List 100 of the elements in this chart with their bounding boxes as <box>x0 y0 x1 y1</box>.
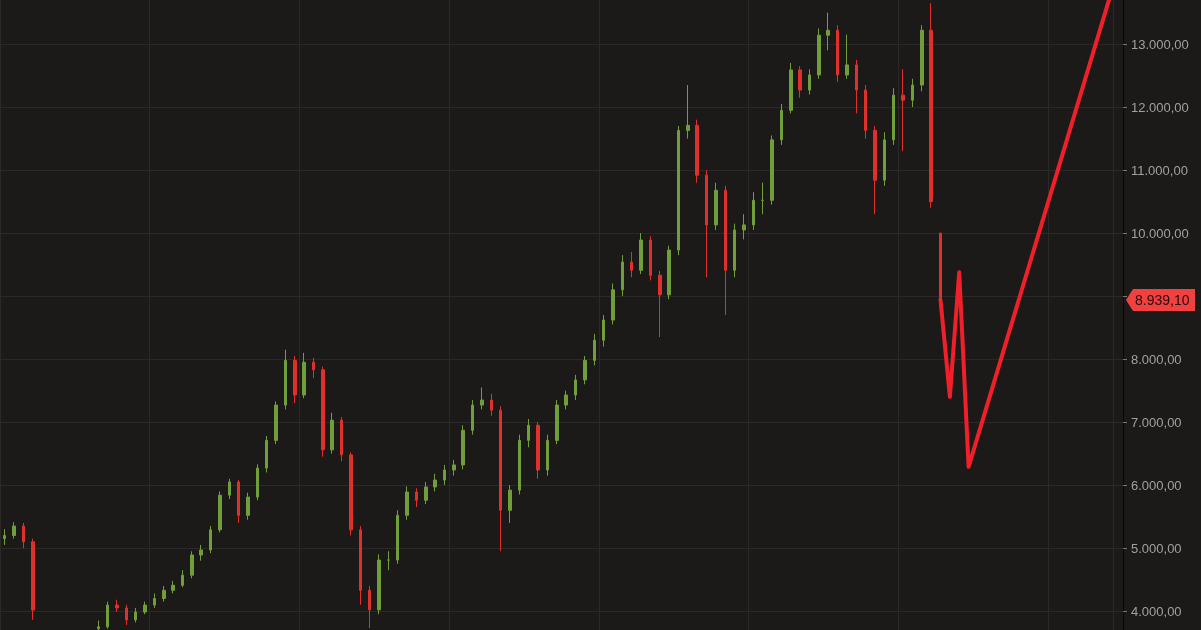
candlestick <box>480 386 484 410</box>
candlestick <box>209 525 212 554</box>
candlestick <box>433 473 437 492</box>
candlestick <box>864 84 867 140</box>
candlestick <box>677 125 680 256</box>
y-tick-label: 8.000,00 <box>1131 351 1182 367</box>
candlestick <box>228 478 231 500</box>
candlestick <box>798 65 802 99</box>
candlestick <box>770 134 774 206</box>
candlestick <box>705 169 708 278</box>
candlestick <box>274 400 278 445</box>
candlestick <box>583 355 587 385</box>
candlestick <box>143 601 147 615</box>
candlestick <box>939 232 942 301</box>
y-tick-label: 10.000,00 <box>1131 225 1189 241</box>
candlestick <box>508 484 512 524</box>
candlestick <box>817 27 821 80</box>
candlestick <box>125 604 128 626</box>
candlestick <box>443 464 446 486</box>
y-tick-label: 7.000,00 <box>1131 414 1182 430</box>
candlestick <box>667 245 671 300</box>
y-tick-label: 5.000,00 <box>1131 540 1182 556</box>
candlestick <box>396 509 399 565</box>
candlestick <box>836 24 839 83</box>
candlestick <box>97 620 100 630</box>
candlestick <box>555 399 559 445</box>
candlestick <box>237 479 240 524</box>
candlestick <box>293 355 297 404</box>
candlestick <box>789 62 793 114</box>
candlestick <box>761 182 764 215</box>
candlestick <box>873 125 877 215</box>
candlestick <box>199 544 203 562</box>
candlestick <box>12 521 16 540</box>
candlestick <box>892 87 895 146</box>
candlestick <box>452 459 456 477</box>
text: 8.939,10 <box>1135 291 1190 308</box>
candlestick <box>190 550 194 579</box>
candlestick <box>658 270 662 338</box>
candlestick <box>256 463 259 501</box>
candlestick <box>724 185 727 316</box>
candlestick <box>911 78 914 108</box>
candlestick <box>106 601 109 630</box>
candlestick <box>929 2 933 209</box>
candlestick <box>134 607 137 623</box>
line-series <box>938 0 1111 469</box>
candlestick <box>527 418 530 448</box>
candlestick <box>602 314 605 347</box>
candlestick <box>808 68 811 95</box>
candlestick <box>630 251 633 278</box>
candlestick <box>490 393 493 417</box>
candlestick <box>826 12 830 51</box>
candlestick <box>855 59 858 114</box>
candlestick <box>387 550 390 571</box>
candlestick <box>171 580 175 594</box>
candlestick <box>162 585 166 603</box>
candlestick <box>714 182 718 231</box>
candlestick <box>611 283 615 325</box>
candlestick <box>461 424 465 470</box>
candlestick <box>3 528 6 546</box>
candlestick <box>564 390 568 410</box>
candlestick <box>686 84 690 140</box>
candlestick <box>349 451 353 536</box>
candlestick <box>742 213 746 240</box>
candlestick <box>153 592 156 609</box>
candlestick <box>321 366 325 458</box>
candlestick <box>415 487 418 508</box>
y-tick-label: 4.000,00 <box>1131 603 1182 619</box>
candlestick <box>471 399 474 436</box>
y-tick-label: 13.000,00 <box>1131 36 1189 52</box>
y-tick-label: 11.000,00 <box>1131 162 1188 178</box>
candlestick <box>31 538 35 621</box>
candlestick <box>920 24 924 92</box>
candlestick <box>621 254 624 297</box>
candlestick <box>639 232 643 275</box>
candlestick <box>424 481 428 505</box>
candlestick <box>359 525 362 606</box>
candlestick <box>536 421 540 480</box>
candlestick <box>593 333 596 366</box>
candlestick <box>546 434 549 477</box>
y-tick-label: 6.000,00 <box>1131 477 1182 493</box>
candlestick <box>883 131 886 187</box>
y-tick-label: 12.000,00 <box>1131 99 1189 115</box>
candlestick <box>845 34 849 80</box>
candlestick <box>330 412 334 455</box>
candlestick <box>265 435 268 473</box>
candlestick <box>368 585 371 629</box>
candlestick <box>499 405 502 552</box>
candlestick <box>284 349 287 410</box>
candlestick <box>695 119 699 184</box>
candlestick <box>115 599 119 613</box>
candlestick <box>340 416 343 462</box>
candlestick <box>218 490 222 533</box>
candlestick <box>405 485 409 521</box>
candlestick <box>246 492 250 521</box>
candlestick <box>733 223 736 278</box>
candlestick <box>780 103 783 146</box>
candlestick <box>181 569 184 588</box>
candlestick <box>901 68 905 152</box>
candlestick <box>312 357 315 379</box>
candlestick <box>302 352 306 399</box>
